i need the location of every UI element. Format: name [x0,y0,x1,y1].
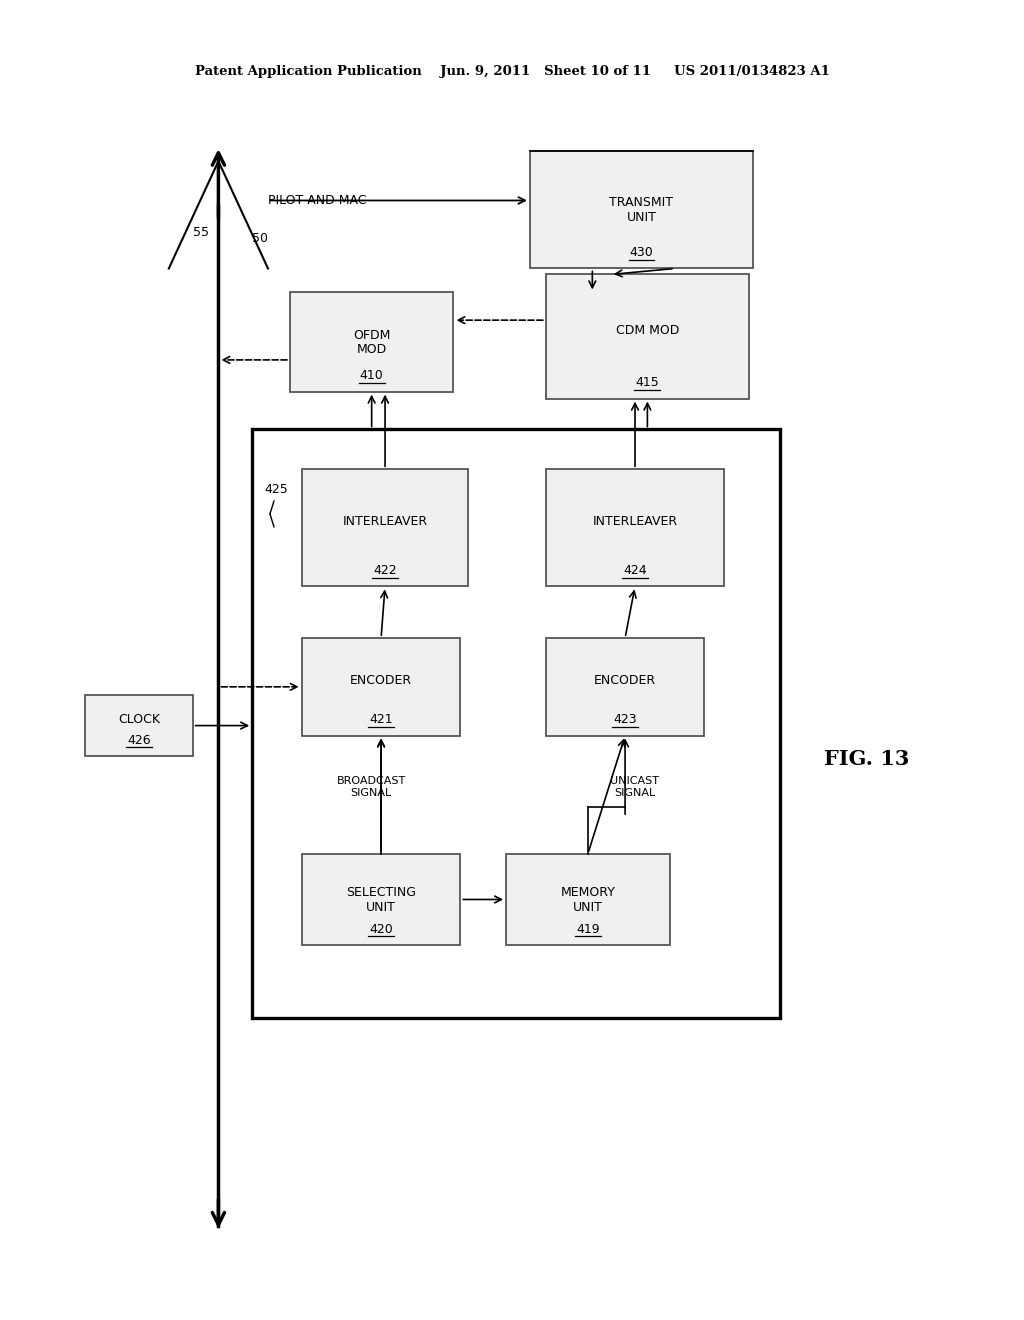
Text: TRANSMIT: TRANSMIT [609,197,674,210]
Text: 424: 424 [624,564,647,577]
Text: INTERLEAVER: INTERLEAVER [593,515,678,528]
Text: UNIT: UNIT [367,902,396,913]
Bar [302,469,468,586]
Text: 50: 50 [252,232,268,246]
Bar [302,854,461,945]
Text: MOD: MOD [356,343,387,356]
Text: CLOCK: CLOCK [118,713,160,726]
Text: Patent Application Publication    Jun. 9, 2011   Sheet 10 of 11     US 2011/0134: Patent Application Publication Jun. 9, 2… [195,65,829,78]
Bar [302,638,461,735]
Text: 420: 420 [370,923,393,936]
Text: ENCODER: ENCODER [594,675,656,688]
Text: PILOT AND MAC: PILOT AND MAC [268,194,367,207]
Bar [546,638,705,735]
Text: 426: 426 [127,734,151,747]
Bar [252,429,780,1018]
Text: 419: 419 [577,923,600,936]
Text: ENCODER: ENCODER [350,675,412,688]
Text: BROADCAST
SIGNAL: BROADCAST SIGNAL [337,776,406,799]
Bar [506,854,670,945]
Text: UNICAST
SIGNAL: UNICAST SIGNAL [610,776,659,799]
Text: INTERLEAVER: INTERLEAVER [342,515,428,528]
Bar [546,275,749,399]
Text: UNIT: UNIT [573,902,603,913]
Bar [546,469,724,586]
Text: 422: 422 [373,564,397,577]
Text: SELECTING: SELECTING [346,886,416,899]
Text: MEMORY: MEMORY [560,886,615,899]
Bar [529,152,753,268]
Text: CDM MOD: CDM MOD [615,325,679,337]
Text: 423: 423 [613,713,637,726]
Text: UNIT: UNIT [627,211,656,224]
Text: 55: 55 [193,226,209,239]
Text: OFDM: OFDM [353,329,390,342]
Text: 415: 415 [636,376,659,389]
Text: 421: 421 [370,713,393,726]
Bar [85,694,193,756]
Text: 425: 425 [264,483,288,495]
Text: 410: 410 [359,370,384,383]
Bar [290,292,454,392]
Text: 430: 430 [630,246,653,259]
Text: FIG. 13: FIG. 13 [824,750,909,770]
